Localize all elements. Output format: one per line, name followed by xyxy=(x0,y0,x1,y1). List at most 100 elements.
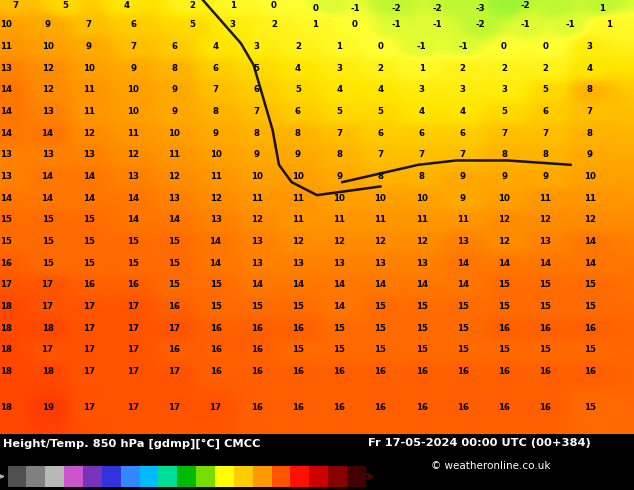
Text: 14: 14 xyxy=(209,237,222,246)
Text: 11: 11 xyxy=(375,216,386,224)
Text: 15: 15 xyxy=(375,324,386,333)
Text: 15: 15 xyxy=(169,259,180,268)
Text: 13: 13 xyxy=(292,259,304,268)
Text: 9: 9 xyxy=(460,172,466,181)
Text: 10: 10 xyxy=(1,20,12,29)
Text: 8: 8 xyxy=(212,107,219,116)
Text: 13: 13 xyxy=(127,172,139,181)
Text: -1: -1 xyxy=(432,20,443,29)
Text: 13: 13 xyxy=(1,150,12,159)
Text: 4: 4 xyxy=(460,107,466,116)
Text: 1: 1 xyxy=(599,4,605,13)
Text: 15: 15 xyxy=(498,280,510,290)
Text: 17: 17 xyxy=(127,302,139,311)
Text: 6: 6 xyxy=(171,42,178,51)
Text: 14: 14 xyxy=(583,237,596,246)
Text: 16: 16 xyxy=(210,324,221,333)
Text: 6: 6 xyxy=(130,20,136,29)
Bar xyxy=(102,466,120,487)
Text: 17: 17 xyxy=(168,367,181,376)
Text: 9: 9 xyxy=(130,64,136,73)
Text: 11: 11 xyxy=(540,194,551,203)
Text: 15: 15 xyxy=(292,302,304,311)
Text: 14: 14 xyxy=(0,129,13,138)
Text: 14: 14 xyxy=(0,85,13,94)
Text: 13: 13 xyxy=(210,216,221,224)
Text: 11: 11 xyxy=(127,129,139,138)
Text: Fr 17-05-2024 00:00 UTC (00+384): Fr 17-05-2024 00:00 UTC (00+384) xyxy=(368,438,590,448)
Text: 19: 19 xyxy=(42,403,53,412)
Bar xyxy=(178,466,196,487)
Text: 15: 15 xyxy=(210,302,221,311)
Text: 7: 7 xyxy=(418,150,425,159)
Text: 12: 12 xyxy=(498,237,510,246)
Text: 16: 16 xyxy=(375,403,386,412)
Text: 16: 16 xyxy=(498,367,510,376)
Text: 11: 11 xyxy=(333,216,345,224)
Text: 14: 14 xyxy=(583,259,596,268)
Text: 5: 5 xyxy=(189,20,195,29)
Text: 7: 7 xyxy=(542,129,548,138)
Text: 11: 11 xyxy=(584,194,595,203)
Text: 15: 15 xyxy=(540,280,551,290)
Text: 15: 15 xyxy=(83,237,94,246)
Text: 14: 14 xyxy=(82,194,95,203)
Text: 15: 15 xyxy=(333,324,345,333)
Text: 15: 15 xyxy=(127,237,139,246)
Text: 17: 17 xyxy=(41,345,54,354)
Text: 7: 7 xyxy=(212,85,219,94)
Text: Height/Temp. 850 hPa [gdmp][°C] CMCC: Height/Temp. 850 hPa [gdmp][°C] CMCC xyxy=(3,438,261,448)
Bar xyxy=(347,466,366,487)
Text: 16: 16 xyxy=(498,324,510,333)
Text: 15: 15 xyxy=(169,237,180,246)
Text: 18: 18 xyxy=(1,302,12,311)
Text: 14: 14 xyxy=(41,129,54,138)
Text: 0: 0 xyxy=(377,42,384,51)
Text: 10: 10 xyxy=(127,107,139,116)
Text: 12: 12 xyxy=(42,64,53,73)
Text: 15: 15 xyxy=(416,302,427,311)
Text: 16: 16 xyxy=(416,367,427,376)
Text: 13: 13 xyxy=(251,259,262,268)
Text: © weatheronline.co.uk: © weatheronline.co.uk xyxy=(431,461,550,471)
Text: 13: 13 xyxy=(251,237,262,246)
Text: 8: 8 xyxy=(501,150,507,159)
Text: 11: 11 xyxy=(292,216,304,224)
Text: 17: 17 xyxy=(82,302,95,311)
Text: 1: 1 xyxy=(230,0,236,10)
Text: 6: 6 xyxy=(254,85,260,94)
Text: 17: 17 xyxy=(82,367,95,376)
Text: 15: 15 xyxy=(83,216,94,224)
Text: 18: 18 xyxy=(42,324,53,333)
Text: 14: 14 xyxy=(415,280,428,290)
Text: 16: 16 xyxy=(1,259,12,268)
Text: 6: 6 xyxy=(542,107,548,116)
Text: -1: -1 xyxy=(566,20,576,29)
Text: 16: 16 xyxy=(584,324,595,333)
Text: 11: 11 xyxy=(210,172,221,181)
Text: 9: 9 xyxy=(501,172,507,181)
Text: 16: 16 xyxy=(169,345,180,354)
Text: 16: 16 xyxy=(457,403,469,412)
Text: 13: 13 xyxy=(169,194,180,203)
Text: 15: 15 xyxy=(540,345,551,354)
Text: 2: 2 xyxy=(271,20,277,29)
Text: 12: 12 xyxy=(540,216,551,224)
Text: 17: 17 xyxy=(82,345,95,354)
Text: 16: 16 xyxy=(251,345,262,354)
Bar xyxy=(290,466,309,487)
Text: 15: 15 xyxy=(498,302,510,311)
Text: 8: 8 xyxy=(171,64,178,73)
Text: 15: 15 xyxy=(584,302,595,311)
Text: 2: 2 xyxy=(377,64,384,73)
Text: 10: 10 xyxy=(375,194,386,203)
Text: 12: 12 xyxy=(416,237,427,246)
Text: 11: 11 xyxy=(169,150,180,159)
Text: 15: 15 xyxy=(83,259,94,268)
Text: 11: 11 xyxy=(416,216,427,224)
Text: 15: 15 xyxy=(210,280,221,290)
Text: 4: 4 xyxy=(418,107,425,116)
Text: 17: 17 xyxy=(168,324,181,333)
Text: 9: 9 xyxy=(295,150,301,159)
Text: 8: 8 xyxy=(377,172,384,181)
